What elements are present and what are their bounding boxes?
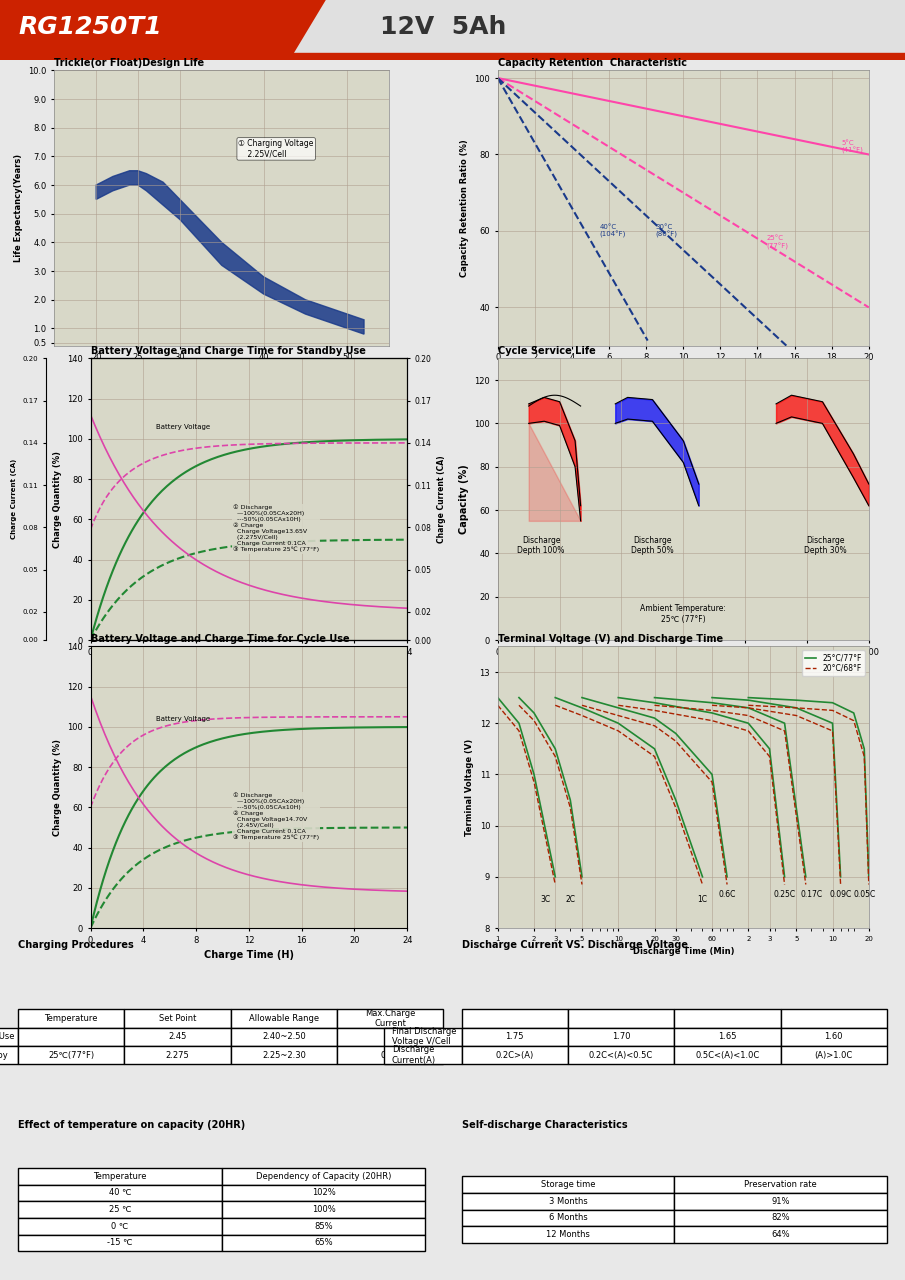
Battery Voltage	[375, 435, 386, 451]
Charge Quantity	[386, 431, 396, 447]
Text: Discharge
Depth 100%: Discharge Depth 100%	[518, 536, 565, 556]
X-axis label: Charge Time (H): Charge Time (H)	[204, 950, 294, 960]
Text: 2C: 2C	[566, 896, 576, 905]
Y-axis label: Terminal Voltage (V): Terminal Voltage (V)	[465, 739, 474, 836]
Charge Quantity	[85, 632, 96, 648]
Text: Battery Voltage and Charge Time for Standby Use: Battery Voltage and Charge Time for Stan…	[90, 346, 366, 356]
Text: Terminal Voltage (V) and Discharge Time: Terminal Voltage (V) and Discharge Time	[498, 634, 723, 644]
Battery Voltage	[85, 522, 96, 538]
Line: Battery Voltage: Battery Voltage	[90, 443, 407, 530]
Y-axis label: Charge Quantity (%): Charge Quantity (%)	[52, 451, 62, 548]
Text: 0.05C: 0.05C	[853, 891, 875, 900]
Text: 0.25C: 0.25C	[774, 891, 795, 900]
Text: ① Discharge
  —100%(0.05CAx20H)
  ---50%(0.05CAx10H)
② Charge
  Charge Voltage13: ① Discharge —100%(0.05CAx20H) ---50%(0.0…	[233, 504, 319, 553]
Text: ① Charging Voltage
    2.25V/Cell: ① Charging Voltage 2.25V/Cell	[239, 140, 314, 159]
Text: 0.09C: 0.09C	[830, 891, 852, 900]
Y-axis label: Charge Current (CA): Charge Current (CA)	[11, 460, 17, 539]
Text: Battery Voltage: Battery Voltage	[157, 424, 211, 430]
Battery Voltage	[169, 444, 180, 460]
X-axis label: Temperature (°C): Temperature (°C)	[175, 367, 269, 378]
Text: RG1250T1: RG1250T1	[18, 15, 162, 40]
Text: Ambient Temperature:
25℃ (77°F): Ambient Temperature: 25℃ (77°F)	[641, 604, 726, 623]
Battery Voltage	[386, 435, 396, 451]
Charge Quantity	[375, 433, 386, 448]
Text: 0.17C: 0.17C	[800, 891, 823, 900]
Charge Quantity	[98, 589, 109, 604]
Battery Voltage	[144, 453, 155, 468]
X-axis label: Storage Period (Month): Storage Period (Month)	[618, 367, 748, 378]
Text: Capacity Retention  Characteristic: Capacity Retention Characteristic	[498, 58, 687, 68]
Text: Discharge Current VS. Discharge Voltage: Discharge Current VS. Discharge Voltage	[462, 941, 688, 950]
Line: Charge Quantity: Charge Quantity	[90, 439, 407, 640]
Text: 40°C
(104°F): 40°C (104°F)	[600, 224, 626, 238]
Charge Quantity	[402, 431, 413, 447]
Charge Quantity	[104, 571, 115, 586]
Charge Quantity	[144, 497, 155, 512]
Y-axis label: Capacity (%): Capacity (%)	[459, 465, 469, 534]
Text: 0.6C: 0.6C	[719, 891, 736, 900]
Text: 25°C
(77°F): 25°C (77°F)	[767, 236, 789, 250]
Text: 1C: 1C	[698, 896, 708, 905]
Y-axis label: Charge Quantity (%): Charge Quantity (%)	[52, 739, 62, 836]
Text: 30°C
(86°F): 30°C (86°F)	[655, 224, 678, 238]
Legend: 25°C/77°F, 20°C/68°F: 25°C/77°F, 20°C/68°F	[802, 650, 865, 676]
X-axis label: Charge Time (H): Charge Time (H)	[204, 662, 294, 672]
Y-axis label: Charge Current (CA): Charge Current (CA)	[437, 456, 446, 543]
Text: Battery Voltage and Charge Time for Cycle Use: Battery Voltage and Charge Time for Cycl…	[90, 634, 349, 644]
Battery Voltage	[402, 435, 413, 451]
Text: Discharge
Depth 50%: Discharge Depth 50%	[631, 536, 673, 556]
X-axis label: Discharge Time (Min): Discharge Time (Min)	[633, 947, 734, 956]
Text: Effect of temperature on capacity (20HR): Effect of temperature on capacity (20HR)	[18, 1120, 245, 1130]
Text: Trickle(or Float)Design Life: Trickle(or Float)Design Life	[54, 58, 205, 68]
Polygon shape	[0, 0, 326, 60]
Charge Quantity	[169, 472, 180, 488]
X-axis label: Number of Cycles (Times): Number of Cycles (Times)	[613, 662, 754, 672]
Text: 5°C
(41°F): 5°C (41°F)	[841, 140, 862, 154]
Polygon shape	[96, 170, 364, 334]
Text: Cycle Service Life: Cycle Service Life	[498, 346, 595, 356]
Text: ① Discharge
  —100%(0.05CAx20H)
  ---50%(0.05CAx10H)
② Charge
  Charge Voltage14: ① Discharge —100%(0.05CAx20H) ---50%(0.0…	[233, 792, 319, 841]
Text: Discharge
Depth 30%: Discharge Depth 30%	[805, 536, 847, 556]
Text: 12V  5Ah: 12V 5Ah	[380, 15, 507, 40]
Text: Self-discharge Characteristics: Self-discharge Characteristics	[462, 1120, 627, 1130]
Text: 3C: 3C	[540, 896, 551, 905]
Text: Battery Voltage: Battery Voltage	[157, 716, 211, 722]
Battery Voltage	[104, 485, 115, 500]
Y-axis label: Capacity Retention Ratio (%): Capacity Retention Ratio (%)	[460, 140, 469, 276]
Y-axis label: Life Expectancy(Years): Life Expectancy(Years)	[14, 154, 23, 262]
Battery Voltage	[98, 494, 109, 509]
Text: Charging Procedures: Charging Procedures	[18, 941, 134, 950]
Bar	[0, 52, 905, 60]
